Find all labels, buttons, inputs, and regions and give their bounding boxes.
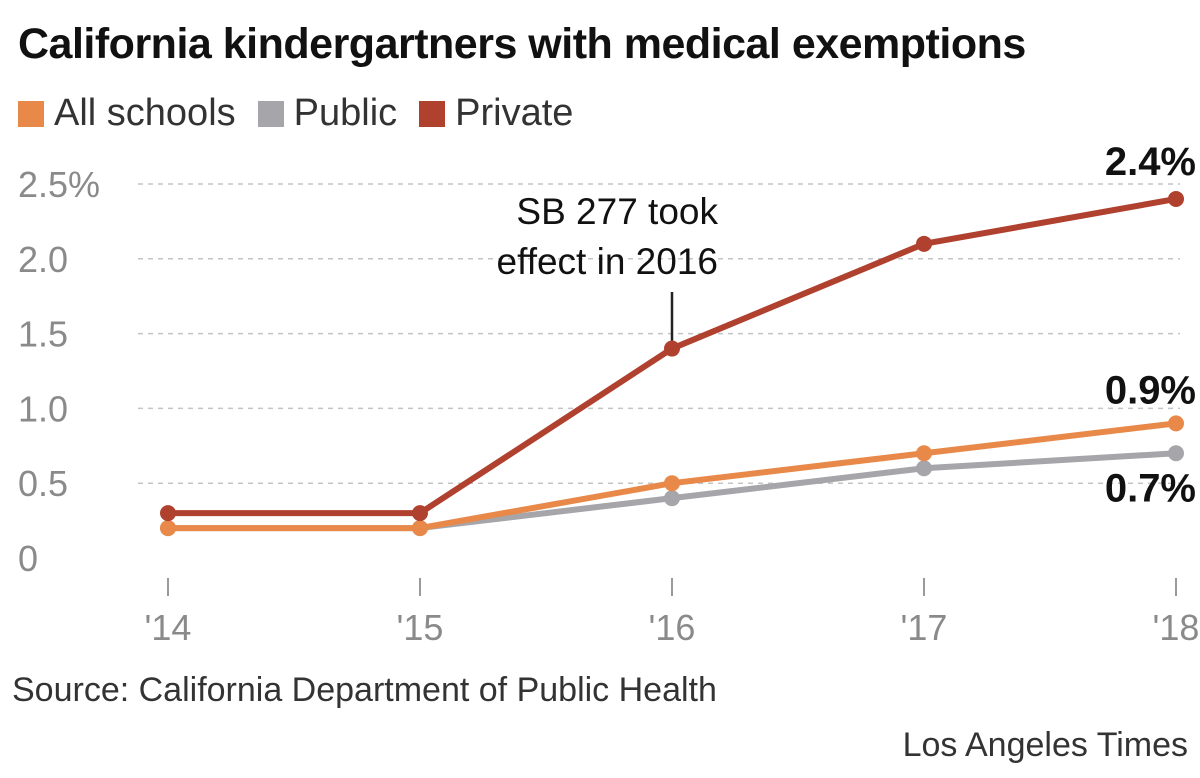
y-tick-label: 1.5 <box>18 314 68 355</box>
end-label-all-schools: 0.9% <box>1105 368 1196 412</box>
data-point-all-schools <box>916 445 932 462</box>
x-tick-label: '18 <box>1153 607 1200 648</box>
annotation-text: SB 277 took <box>516 191 718 232</box>
credit-line: Los Angeles Times <box>902 726 1188 764</box>
legend: All schools Public Private <box>18 92 595 135</box>
legend-label-all-schools: All schools <box>54 92 236 134</box>
legend-item-all-schools: All schools <box>18 92 236 135</box>
legend-item-private: Private <box>419 92 573 135</box>
x-tick-label: '17 <box>901 607 948 648</box>
data-point-private <box>412 505 428 522</box>
y-tick-label: 2.0 <box>18 239 68 280</box>
x-tick-label: '15 <box>397 607 444 648</box>
data-point-all-schools <box>160 520 176 537</box>
x-tick-label: '14 <box>145 607 192 648</box>
data-point-all-schools <box>664 475 680 492</box>
legend-swatch-all-schools <box>18 100 44 127</box>
data-point-public <box>664 490 680 507</box>
data-point-private <box>916 235 932 252</box>
source-note: Source: California Department of Public … <box>12 671 717 709</box>
legend-label-public: Public <box>293 92 398 134</box>
legend-label-private: Private <box>455 92 574 134</box>
legend-swatch-private <box>419 100 446 127</box>
data-point-private <box>664 340 680 357</box>
x-tick-label: '16 <box>649 607 696 648</box>
data-point-private <box>1168 190 1184 207</box>
data-point-private <box>160 505 176 522</box>
annotation-text: effect in 2016 <box>497 241 719 282</box>
y-tick-label: 1.0 <box>18 388 68 429</box>
legend-item-public: Public <box>257 92 398 135</box>
data-point-all-schools <box>1168 415 1184 432</box>
data-point-all-schools <box>412 520 428 537</box>
data-point-public <box>1168 445 1184 462</box>
y-tick-label: 0 <box>18 538 38 579</box>
end-label-private: 2.4% <box>1105 140 1196 184</box>
y-tick-label: 2.5% <box>18 164 100 205</box>
end-label-public: 0.7% <box>1105 466 1196 510</box>
data-point-public <box>916 460 932 477</box>
legend-swatch-public <box>257 100 284 127</box>
chart-title: California kindergartners with medical e… <box>18 20 1026 68</box>
y-tick-label: 0.5 <box>18 463 68 504</box>
